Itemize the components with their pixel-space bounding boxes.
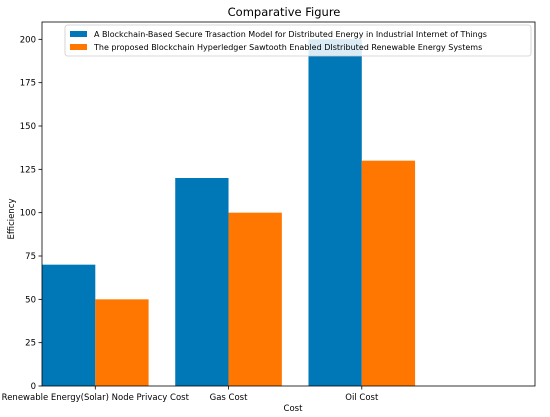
x-axis-label: Cost [284, 404, 304, 414]
bar-series-1-cat-2 [175, 178, 229, 386]
axes-group: 0 25 50 75 100 125 150 175 200 Renewable Energy(S… [2, 21, 536, 403]
chart-title: Comparative Figure [228, 5, 341, 19]
y-tick-label: 50 [25, 295, 36, 305]
bar-series-1-cat-1 [42, 264, 96, 386]
legend-label-1: A Blockchain-Based Secure Trasaction Mod… [94, 30, 487, 39]
x-tick-label: Gas Cost [210, 393, 248, 403]
bar-series-2-cat-1 [95, 299, 149, 386]
legend-swatch-2 [70, 44, 87, 50]
y-tick-label: 125 [20, 165, 36, 175]
x-tick-label: Oil Cost [345, 393, 379, 403]
y-tick-label: 100 [20, 209, 36, 219]
y-tick-label: 25 [25, 339, 36, 349]
y-tick-label: 0 [31, 382, 36, 392]
y-axis-label: Efficiency [7, 199, 17, 240]
y-tick-label: 75 [25, 252, 36, 262]
legend-swatch-1 [70, 31, 87, 37]
x-tick-label: Renewable Energy(Solar) Node Privacy Cos… [2, 393, 190, 403]
bar-series-1-cat-3 [308, 39, 362, 386]
bars-group [42, 39, 416, 386]
y-tick-label: 150 [20, 122, 36, 132]
legend-box [64, 24, 532, 57]
legend-label-2: The proposed Blockchain Hyperledger Sawt… [93, 43, 482, 52]
y-tick-label: 200 [20, 35, 36, 45]
y-tick-label: 175 [20, 79, 36, 89]
plot-frame [41, 21, 536, 387]
legend: A Blockchain-Based Secure Trasaction Mod… [64, 24, 532, 57]
bar-series-2-cat-3 [361, 160, 416, 386]
bar-series-2-cat-2 [228, 212, 282, 386]
